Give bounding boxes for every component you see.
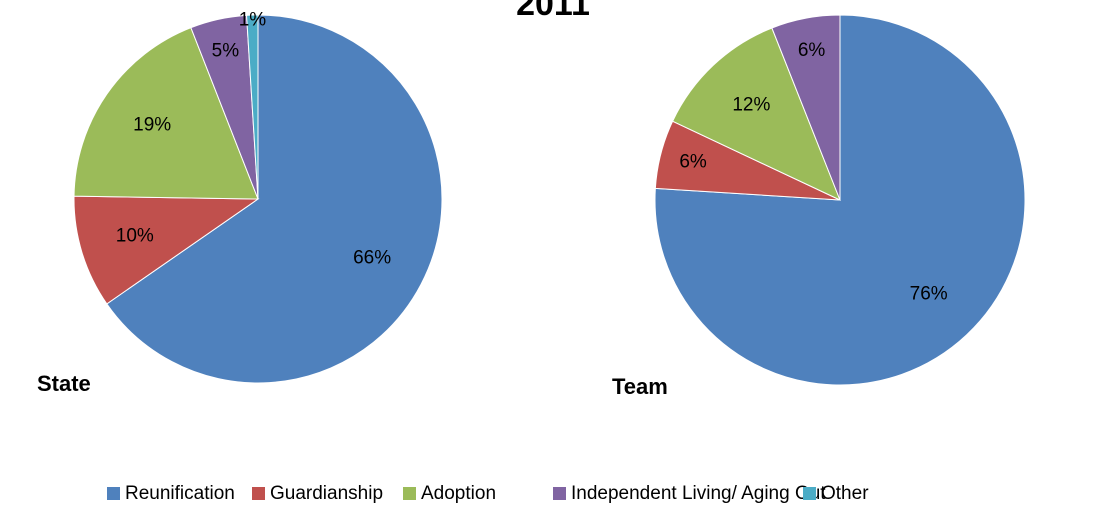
legend-swatch <box>107 487 120 500</box>
legend-label: Other <box>821 483 869 504</box>
pie-slice <box>246 14 259 200</box>
pie-slice <box>771 14 841 201</box>
data-label: 76% <box>910 283 948 304</box>
legend-swatch <box>403 487 416 500</box>
data-label: 1% <box>239 10 267 31</box>
legend-label: Adoption <box>421 483 496 504</box>
data-label: 5% <box>212 41 240 62</box>
legend-label: Reunification <box>125 483 235 504</box>
legend-label: Guardianship <box>270 483 383 504</box>
chart-title: 2011 <box>516 0 590 23</box>
pie-slice <box>73 195 260 305</box>
legend-swatch <box>553 487 566 500</box>
data-label: 6% <box>679 151 707 172</box>
pie-slice <box>671 27 841 201</box>
data-label: 6% <box>798 40 826 61</box>
legend-swatch <box>252 487 265 500</box>
data-label: 66% <box>353 248 391 269</box>
legend-swatch <box>803 487 816 500</box>
pie-slice <box>654 14 1026 386</box>
data-label: 10% <box>116 226 154 247</box>
pie-title: State <box>37 371 91 396</box>
pie-slice <box>73 27 259 200</box>
pie-title: Team <box>612 374 668 399</box>
data-label: 19% <box>133 115 171 136</box>
legend-label: Independent Living/ Aging Out <box>571 483 826 504</box>
pie-slice <box>106 14 443 384</box>
data-label: 12% <box>732 95 770 116</box>
